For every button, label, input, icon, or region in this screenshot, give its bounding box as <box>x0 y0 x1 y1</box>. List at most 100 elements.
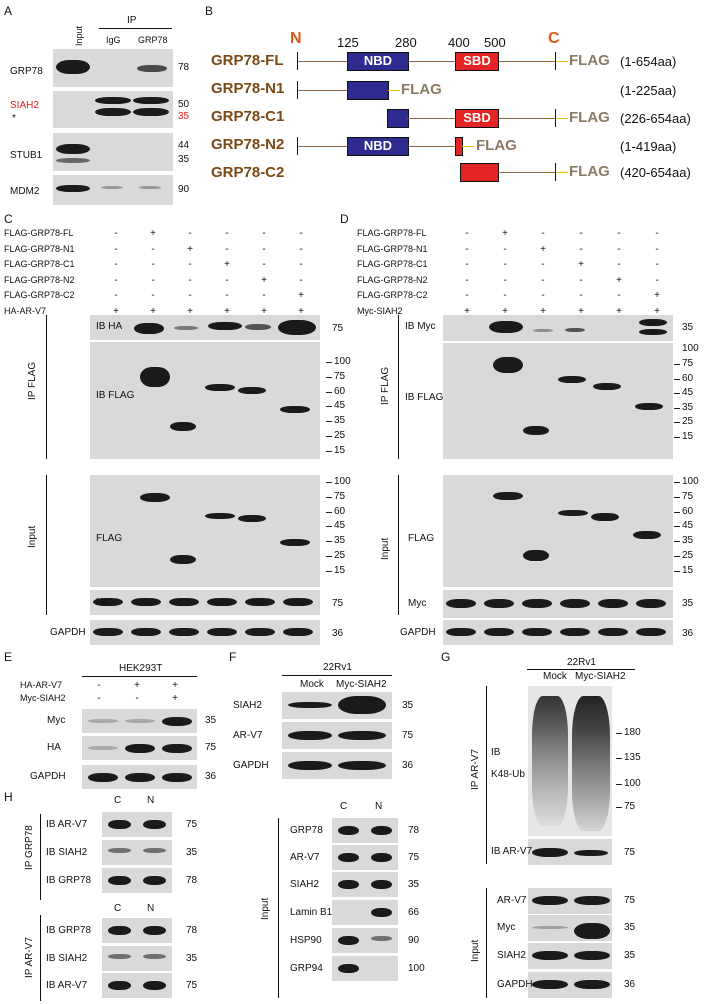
myc-label-d: Myc <box>408 598 427 609</box>
condition-sign: - <box>465 290 469 301</box>
condition-sign: - <box>503 274 507 286</box>
blot-f <box>282 752 392 779</box>
condition-sign: + <box>172 693 178 704</box>
nbd-domain-n2: NBD <box>347 137 409 156</box>
band <box>288 731 332 740</box>
band <box>245 628 275 636</box>
mw-marker: 60 <box>682 372 694 384</box>
col-myc-siah2-g: Myc-SIAH2 <box>575 671 626 682</box>
band <box>207 628 237 636</box>
band <box>338 853 359 862</box>
mw-tick <box>326 496 332 498</box>
blot-h <box>102 868 172 893</box>
mw-marker: 45 <box>334 400 346 412</box>
condition-sign: - <box>262 228 266 239</box>
blot-e <box>82 709 197 733</box>
band <box>143 981 166 990</box>
mw-marker: 36 <box>624 979 636 990</box>
band <box>522 628 552 636</box>
row-label-siah2: SIAH2 <box>10 100 39 111</box>
col-c-h3: C <box>340 801 348 812</box>
blot-label: IB GRP78 <box>46 925 92 936</box>
band <box>245 598 275 606</box>
blot-h <box>102 973 172 998</box>
input-bracket-c <box>46 475 47 615</box>
condition-sign: - <box>151 274 155 286</box>
band <box>131 598 161 606</box>
ip-arv7-label-g: IP AR-V7 <box>470 749 481 790</box>
mw-marker: 75 <box>186 819 198 830</box>
ib-flag-label-c: IB FLAG <box>96 390 135 401</box>
condition-sign: - <box>655 274 659 286</box>
blot-d-input-flag <box>443 475 673 587</box>
flag-tag-fl: FLAG <box>569 52 610 69</box>
panel-label-b: B <box>205 4 214 18</box>
band <box>143 926 166 935</box>
band <box>574 980 610 989</box>
blot-g-input <box>528 915 612 941</box>
mw-tick <box>674 422 680 424</box>
mw-marker: 100 <box>682 343 699 354</box>
mw-tick <box>326 526 332 528</box>
k48-ub-label: K48-Ub <box>491 769 525 780</box>
mw-tick <box>326 482 332 483</box>
condition-sign: - <box>151 259 155 270</box>
band <box>532 951 568 960</box>
flag-link-fl <box>556 61 568 62</box>
mw-tick <box>674 378 680 380</box>
row-label-stub1: STUB1 <box>10 150 43 161</box>
mw-a-44: 44 <box>178 140 190 151</box>
range-c1: (226-654aa) <box>620 111 691 126</box>
blot-label: IB GRP78 <box>46 875 92 886</box>
condition-label: HA-AR-V7 <box>4 305 47 316</box>
input-label-d: Input <box>380 537 391 560</box>
mw-marker: 100 <box>334 356 351 367</box>
band <box>108 954 131 959</box>
condition-sign: + <box>654 290 660 301</box>
blot-a-stub1 <box>53 133 173 171</box>
blot-label: IB SIAH2 <box>46 953 88 964</box>
flag-link-c2 <box>556 172 568 173</box>
col-c-h1: C <box>114 795 122 806</box>
condition-label: Myc-SIAH2 <box>357 305 403 316</box>
construct-fl: GRP78-FL <box>211 52 284 69</box>
blot-d-myc <box>443 590 673 618</box>
condition-sign: + <box>261 274 267 286</box>
nonspecific-star: * <box>12 113 16 124</box>
condition-sign: - <box>151 243 155 255</box>
mw-marker: 78 <box>408 825 420 836</box>
blot-label: AR-V7 <box>290 852 320 863</box>
smear-myc-siah2 <box>572 696 610 831</box>
blot-c-ha <box>90 590 320 615</box>
range-c2: (420-654aa) <box>620 165 691 180</box>
blot-h <box>332 845 398 870</box>
band <box>338 964 359 973</box>
mw-tick <box>616 733 622 734</box>
mw-tick <box>674 570 680 572</box>
panel-label-f: F <box>229 650 237 664</box>
ip-bracket-g <box>486 686 487 864</box>
mw-tick <box>674 496 680 498</box>
condition-sign: - <box>541 290 545 301</box>
panel-label-e: E <box>4 650 13 664</box>
mw-tick <box>326 406 332 408</box>
mw-marker: 100 <box>408 963 425 974</box>
condition-sign: - <box>114 259 118 270</box>
blot-g-k48ub <box>528 686 612 836</box>
band <box>143 848 166 853</box>
blot-a-grp78 <box>53 49 173 87</box>
header-igg: IgG <box>106 35 121 45</box>
band <box>371 908 392 917</box>
condition-sign: + <box>187 305 193 317</box>
smear-mock <box>532 696 568 826</box>
col-myc-siah2-f: Myc-SIAH2 <box>336 679 387 690</box>
mw-c-gapdh: 36 <box>332 628 344 639</box>
col-c-h2: C <box>114 903 122 914</box>
blot-c-input-flag <box>90 475 320 587</box>
mw-marker: 15 <box>334 444 346 456</box>
mw-tick <box>674 482 680 483</box>
blot-label: GRP94 <box>290 963 323 974</box>
condition-sign: - <box>262 243 266 255</box>
band <box>560 628 590 636</box>
blot-label: SIAH2 <box>233 700 262 711</box>
